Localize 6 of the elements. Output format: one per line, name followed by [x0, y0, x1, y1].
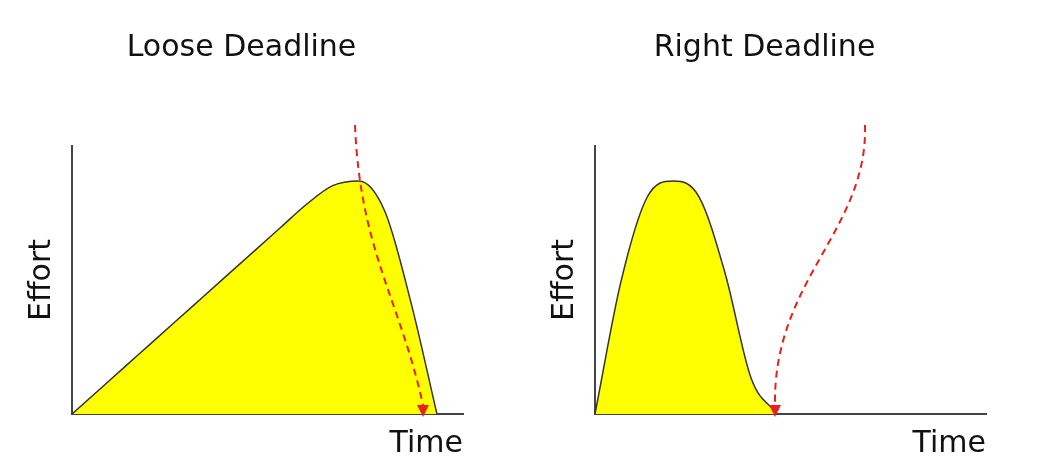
x-axis-title: Time [388, 423, 463, 459]
y-axis-title: Effort [544, 238, 580, 322]
x-axis-title: Time [911, 423, 986, 459]
chart-title: Loose Deadline [126, 27, 357, 63]
chart-title: Right Deadline [653, 27, 876, 63]
y-axis-title: Effort [21, 238, 57, 322]
